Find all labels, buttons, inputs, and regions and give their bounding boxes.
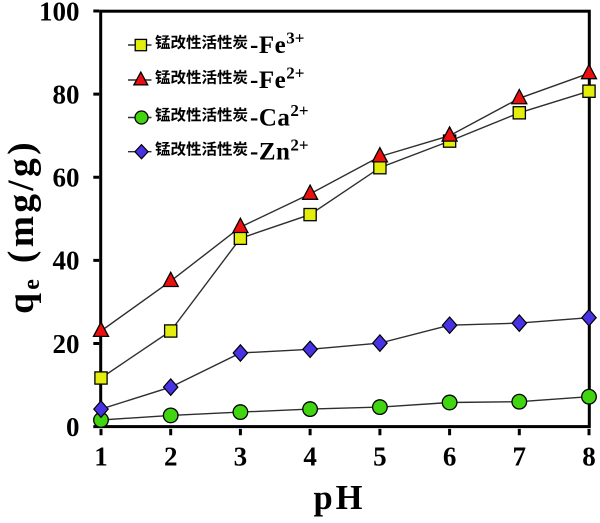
svg-text:20: 20 [53, 329, 80, 359]
svg-text:6: 6 [443, 441, 457, 471]
svg-text:100: 100 [39, 0, 80, 26]
svg-text:1: 1 [94, 441, 108, 471]
svg-text:5: 5 [373, 441, 387, 471]
svg-text:60: 60 [53, 163, 80, 193]
svg-text:0: 0 [66, 412, 80, 442]
svg-text:40: 40 [53, 246, 80, 276]
svg-text:pH: pH [313, 479, 365, 517]
svg-text:3: 3 [234, 441, 248, 471]
svg-text:2: 2 [164, 441, 178, 471]
svg-text:8: 8 [582, 441, 596, 471]
svg-text:4: 4 [303, 441, 317, 471]
svg-text:7: 7 [513, 441, 527, 471]
svg-text:80: 80 [53, 79, 80, 109]
